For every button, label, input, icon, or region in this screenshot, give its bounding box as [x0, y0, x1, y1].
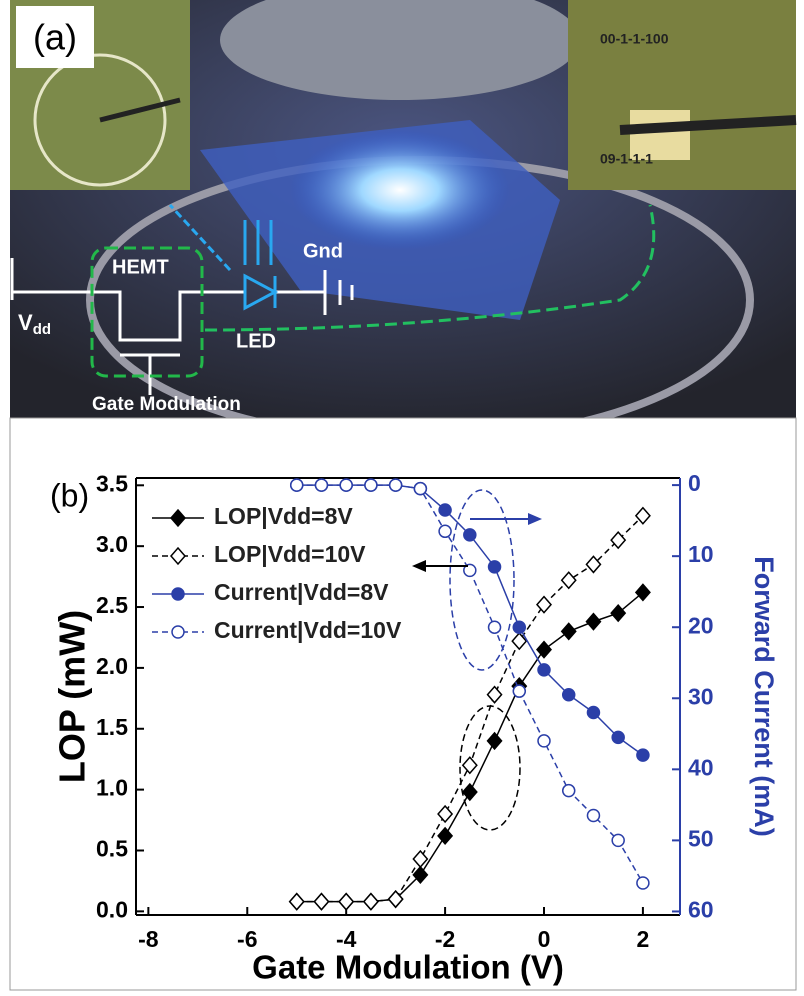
- vdd-sub: dd: [33, 321, 51, 338]
- marker: [464, 529, 476, 541]
- y-tick-label: 2.5: [96, 592, 128, 618]
- legend-label: Current|Vdd=10V: [214, 617, 402, 643]
- panel-label: (a): [33, 17, 77, 58]
- marker: [489, 621, 501, 633]
- y2-tick-label: 20: [688, 612, 714, 638]
- y2-tick-label: 60: [688, 897, 714, 923]
- marker: [587, 810, 599, 822]
- legend-marker: [172, 588, 184, 600]
- y-axis-title: LOP (mW): [52, 610, 93, 783]
- marker: [340, 479, 352, 491]
- y-tick-label: 1.5: [96, 714, 128, 740]
- marker: [315, 479, 327, 491]
- circuit-label: Gate Modulation: [92, 394, 241, 415]
- legend-marker: [172, 626, 184, 638]
- panel-label: (b): [50, 477, 89, 513]
- circuit-label: HEMT: [112, 256, 169, 278]
- y-tick-label: 1.0: [96, 775, 128, 801]
- marker: [538, 664, 550, 676]
- legend-label: Current|Vdd=8V: [214, 579, 389, 605]
- y-tick-label: 0.5: [96, 836, 128, 862]
- marker: [439, 504, 451, 516]
- y-tick-label: 3.0: [96, 531, 128, 557]
- marker: [365, 479, 377, 491]
- marker: [587, 706, 599, 718]
- y2-tick-label: 10: [688, 541, 714, 567]
- vdd: V: [18, 310, 33, 335]
- marker: [439, 525, 451, 537]
- inset-text: 00-1-1-100: [600, 31, 669, 47]
- y-tick-label: 3.5: [96, 470, 128, 496]
- marker: [513, 621, 525, 633]
- marker: [291, 479, 303, 491]
- marker: [489, 561, 501, 573]
- figure: (a) 00-1-1-100 09-1-1-1 HEMT Gnd LED Vdd…: [0, 0, 804, 991]
- x-tick-label: -8: [138, 926, 159, 952]
- marker: [612, 834, 624, 846]
- circuit-label: Gnd: [303, 240, 343, 262]
- inset-text: 09-1-1-1: [600, 151, 653, 167]
- marker: [563, 689, 575, 701]
- y2-tick-label: 40: [688, 754, 714, 780]
- marker: [538, 735, 550, 747]
- x-axis-title: Gate Modulation (V): [252, 949, 564, 986]
- marker: [612, 731, 624, 743]
- y-tick-label: 2.0: [96, 653, 128, 679]
- y2-axis-title: Forward Current (mA): [749, 556, 779, 837]
- marker: [637, 749, 649, 761]
- legend-label: LOP|Vdd=10V: [214, 541, 366, 567]
- led-glow: [290, 130, 510, 250]
- y2-tick-label: 0: [688, 470, 701, 496]
- marker: [414, 483, 426, 495]
- legend-label: LOP|Vdd=8V: [214, 503, 353, 529]
- marker: [390, 479, 402, 491]
- panel-a: (a) 00-1-1-100 09-1-1-1 HEMT Gnd LED Vdd…: [10, 0, 796, 440]
- x-tick-label: 2: [637, 926, 650, 952]
- y2-tick-label: 50: [688, 825, 714, 851]
- y-tick-label: 0.0: [96, 896, 128, 922]
- y2-tick-label: 30: [688, 683, 714, 709]
- marker: [637, 877, 649, 889]
- marker: [513, 685, 525, 697]
- circuit-label: LED: [236, 330, 276, 352]
- marker: [563, 785, 575, 797]
